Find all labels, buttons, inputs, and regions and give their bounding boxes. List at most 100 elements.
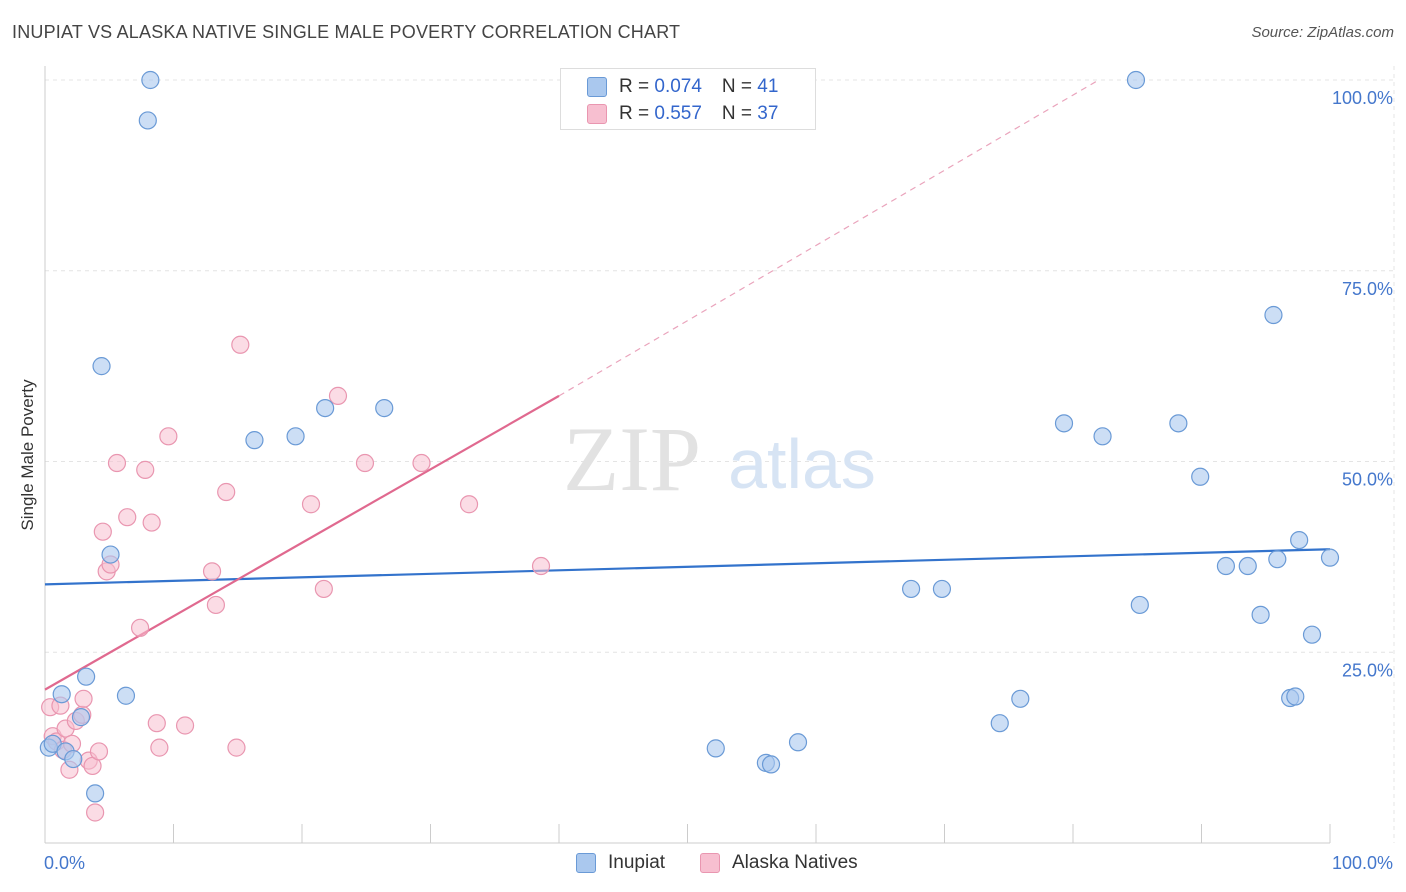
- axes: [44, 66, 1331, 844]
- series-label-inupiat: Inupiat: [608, 852, 666, 873]
- data-point-alaska: [136, 460, 155, 479]
- data-point-alaska: [217, 482, 236, 502]
- data-point-inupiat: [1191, 467, 1210, 486]
- data-point-inupiat: [1169, 414, 1188, 433]
- data-point-inupiat: [1320, 548, 1340, 567]
- data-point-inupiat: [316, 398, 335, 418]
- legend-n-value: 41: [757, 76, 779, 97]
- series-swatch-alaska: [700, 853, 720, 873]
- series-legend-inupiat: Inupiat: [576, 852, 665, 874]
- y-tick-label: 75.0%: [1342, 279, 1393, 299]
- x-tick-label-max: 100.0%: [1332, 853, 1393, 873]
- data-point-alaska: [531, 556, 551, 576]
- data-point-inupiat: [1286, 687, 1305, 706]
- data-point-inupiat: [706, 739, 725, 758]
- series-label-alaska: Alaska Natives: [732, 852, 858, 873]
- data-point-alaska: [328, 386, 348, 405]
- trend-line-inupiat: [44, 548, 1331, 586]
- data-point-alaska: [301, 495, 321, 514]
- data-point-inupiat: [101, 545, 120, 564]
- legend-r-value: 0.557: [654, 103, 702, 124]
- data-point-inupiat: [1054, 414, 1074, 433]
- legend-row-inupiat: R = 0.074 N = 41: [587, 75, 778, 99]
- data-point-alaska: [314, 579, 333, 599]
- data-point-alaska: [147, 714, 166, 733]
- trend-line-alaska: [44, 394, 560, 691]
- data-point-inupiat: [1126, 70, 1146, 90]
- watermark: ZIP atlas: [563, 408, 876, 510]
- y-tick-label: 25.0%: [1342, 660, 1393, 680]
- legend-r-label: R =: [619, 76, 655, 97]
- y-tick-label: 100.0%: [1332, 88, 1393, 108]
- legend-n-value: 37: [757, 103, 779, 124]
- trend-extension-alaska: [558, 79, 1100, 397]
- watermark-zip: ZIP: [563, 408, 701, 510]
- data-point-inupiat: [1238, 556, 1257, 576]
- grid-lines: [45, 66, 1395, 843]
- data-point-inupiat: [86, 784, 105, 803]
- legend-n-label: N =: [721, 76, 758, 97]
- legend-swatch-alaska: [587, 104, 607, 124]
- data-point-inupiat: [77, 667, 96, 686]
- data-point-inupiat: [52, 685, 71, 704]
- data-point-inupiat: [1302, 625, 1322, 644]
- data-point-inupiat: [141, 70, 160, 90]
- data-point-alaska: [202, 562, 222, 581]
- data-point-alaska: [89, 742, 109, 761]
- chart-title: INUPIAT VS ALASKA NATIVE SINGLE MALE POV…: [12, 22, 681, 42]
- data-point-alaska: [86, 803, 105, 822]
- x-tick-label-min: 0.0%: [44, 853, 85, 873]
- tick-labels: 25.0% 50.0% 75.0% 100.0% 0.0% 100.0%: [44, 88, 1393, 873]
- data-point-alaska: [107, 453, 127, 473]
- correlation-legend: R = 0.074 N = 41 R = 0.557 N = 37: [560, 68, 816, 130]
- data-point-alaska: [227, 738, 246, 757]
- series-legend-alaska: Alaska Natives: [700, 852, 858, 874]
- data-point-inupiat: [761, 755, 781, 774]
- data-point-inupiat: [1093, 427, 1112, 446]
- data-point-alaska: [74, 689, 93, 708]
- legend-r-label: R =: [619, 103, 655, 124]
- data-point-inupiat: [990, 714, 1009, 733]
- data-point-inupiat: [92, 357, 111, 376]
- data-point-inupiat: [1011, 689, 1030, 708]
- watermark-atlas: atlas: [728, 425, 876, 503]
- data-point-alaska: [118, 508, 137, 527]
- data-point-inupiat: [1268, 550, 1287, 569]
- data-point-alaska: [175, 716, 195, 735]
- data-point-inupiat: [1130, 595, 1149, 615]
- data-point-alaska: [412, 453, 431, 473]
- data-point-inupiat: [1290, 530, 1309, 550]
- data-point-inupiat: [1216, 556, 1236, 576]
- data-point-alaska: [459, 495, 479, 514]
- data-point-inupiat: [932, 579, 952, 599]
- data-point-inupiat: [64, 749, 83, 769]
- data-point-inupiat: [116, 686, 136, 705]
- data-point-alaska: [231, 335, 250, 354]
- data-point-inupiat: [901, 579, 921, 599]
- data-point-inupiat: [375, 398, 394, 418]
- data-point-inupiat: [1264, 305, 1283, 325]
- y-tick-label: 50.0%: [1342, 470, 1393, 490]
- data-point-alaska: [130, 618, 150, 637]
- data-point-inupiat: [1251, 605, 1270, 624]
- data-point-inupiat: [245, 431, 264, 450]
- data-point-alaska: [142, 513, 161, 532]
- data-point-inupiat: [788, 733, 808, 752]
- series-legend: Inupiat Alaska Natives: [0, 852, 1406, 878]
- source-label: Source: ZipAtlas.com: [1251, 24, 1394, 41]
- data-point-alaska: [159, 427, 178, 446]
- series-swatch-inupiat: [576, 853, 596, 873]
- legend-swatch-inupiat: [587, 77, 607, 97]
- data-point-alaska: [355, 453, 375, 473]
- legend-r-value: 0.074: [654, 76, 702, 97]
- data-point-alaska: [206, 595, 226, 615]
- data-point-inupiat: [71, 708, 91, 727]
- data-point-inupiat: [138, 111, 157, 130]
- data-point-inupiat: [286, 427, 305, 446]
- data-point-alaska: [93, 522, 112, 541]
- legend-row-alaska: R = 0.557 N = 37: [587, 102, 778, 126]
- legend-n-label: N =: [721, 103, 758, 124]
- data-points: [39, 70, 1340, 822]
- trend-lines: [44, 79, 1331, 691]
